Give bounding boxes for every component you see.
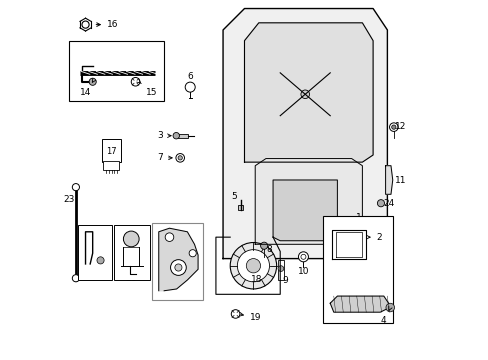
Text: 13: 13 (114, 95, 125, 104)
Circle shape (72, 184, 80, 191)
Polygon shape (223, 9, 386, 258)
Text: 2: 2 (366, 233, 382, 242)
Text: 6: 6 (187, 72, 193, 81)
Text: 19: 19 (239, 312, 261, 322)
Circle shape (385, 303, 394, 312)
Polygon shape (272, 180, 337, 241)
Text: 5: 5 (231, 192, 237, 201)
Circle shape (377, 200, 384, 207)
FancyBboxPatch shape (178, 134, 188, 138)
Text: 11: 11 (394, 176, 405, 185)
Circle shape (260, 242, 267, 249)
Circle shape (189, 249, 196, 257)
Circle shape (89, 78, 96, 85)
Circle shape (178, 156, 182, 160)
Text: 3: 3 (157, 131, 171, 140)
Circle shape (185, 82, 195, 92)
Circle shape (173, 132, 179, 139)
Polygon shape (159, 228, 198, 291)
Text: 7: 7 (157, 153, 172, 162)
Circle shape (231, 310, 240, 318)
Circle shape (389, 123, 397, 131)
Circle shape (131, 77, 140, 86)
Text: 23: 23 (63, 195, 75, 204)
Circle shape (165, 233, 173, 242)
FancyBboxPatch shape (103, 161, 119, 170)
Text: 18: 18 (251, 275, 262, 284)
Circle shape (82, 21, 89, 28)
Text: 14: 14 (80, 78, 96, 97)
Text: 20: 20 (171, 292, 183, 301)
Text: 10: 10 (297, 267, 308, 276)
Circle shape (176, 154, 184, 162)
FancyBboxPatch shape (78, 225, 112, 280)
Text: 24: 24 (383, 199, 394, 208)
Circle shape (278, 266, 283, 271)
Circle shape (123, 231, 139, 247)
Polygon shape (244, 23, 372, 162)
FancyBboxPatch shape (277, 260, 284, 280)
FancyBboxPatch shape (244, 273, 258, 282)
Circle shape (237, 249, 269, 282)
Polygon shape (255, 158, 362, 244)
Text: 8: 8 (265, 245, 271, 254)
Circle shape (72, 275, 80, 282)
Text: 12: 12 (394, 122, 405, 131)
Circle shape (246, 258, 260, 273)
FancyBboxPatch shape (151, 223, 203, 300)
FancyBboxPatch shape (114, 225, 149, 280)
Circle shape (175, 264, 182, 271)
Circle shape (300, 90, 309, 99)
Polygon shape (385, 166, 392, 194)
Circle shape (97, 257, 104, 264)
Circle shape (391, 125, 395, 129)
Text: 1: 1 (355, 213, 361, 222)
FancyBboxPatch shape (323, 216, 392, 323)
Circle shape (300, 254, 305, 259)
Text: 15: 15 (137, 79, 158, 97)
Text: 17: 17 (106, 147, 117, 156)
Text: 4: 4 (380, 306, 391, 325)
Text: 21: 21 (125, 274, 137, 283)
FancyBboxPatch shape (102, 139, 121, 162)
Circle shape (230, 243, 276, 289)
Text: 16: 16 (96, 20, 118, 29)
Circle shape (298, 252, 308, 262)
FancyBboxPatch shape (238, 205, 243, 210)
FancyBboxPatch shape (69, 41, 164, 102)
Circle shape (170, 260, 186, 275)
Text: 22: 22 (89, 273, 101, 282)
Text: 9: 9 (282, 276, 287, 285)
Polygon shape (329, 296, 390, 312)
